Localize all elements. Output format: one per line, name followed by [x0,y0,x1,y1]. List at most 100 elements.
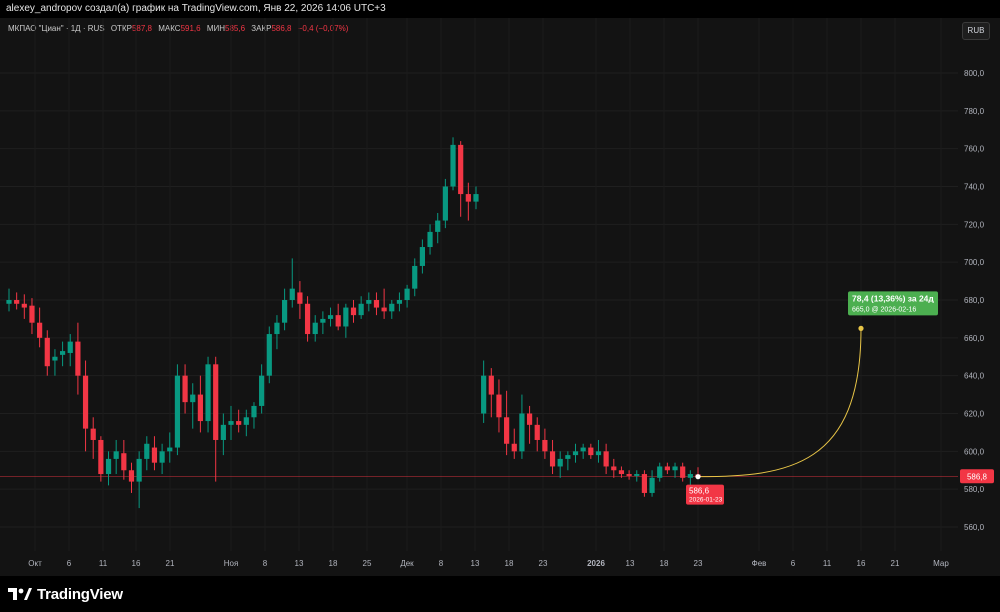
candle-body [595,451,602,456]
last-point-date: 2026-01-23 [689,497,723,504]
candle-body [243,417,249,425]
x-tick-label: 16 [132,559,141,568]
candle-body [75,341,81,376]
y-tick-label: 600,0 [964,447,985,456]
candle-body [304,303,311,335]
candle-body [37,322,43,338]
candle-body [549,451,556,467]
x-tick-label: 21 [891,559,900,568]
candle-body [82,375,89,429]
candle-body [465,194,471,202]
x-tick-label: 25 [363,559,372,568]
candle-body [504,417,510,444]
candle-body [312,322,318,335]
candle-body [320,318,326,323]
y-tick-label: 760,0 [964,145,985,154]
x-tick-label: Дек [400,559,414,568]
candle-body [588,447,594,456]
candle-body [435,220,441,232]
candle-body [159,451,165,463]
projection-curve [697,328,862,478]
candle-body [366,300,372,304]
x-tick-label: 21 [166,559,175,568]
candle-body [90,428,96,440]
candle-body [174,375,181,448]
tradingview-logo[interactable]: TradingView [8,584,123,604]
attribution-text: alexey_andropov создал(а) график на Trad… [6,3,386,14]
currency-button[interactable]: RUB [962,22,990,40]
candle-body [251,405,257,418]
x-tick-label: Мар [933,559,949,568]
candle-body [526,413,533,425]
candle-body [167,447,173,452]
last-point-label-box [686,484,724,505]
y-tick-label: 640,0 [964,372,985,381]
candle-body [327,315,334,319]
candle-body [534,424,540,440]
candle-body [136,458,142,482]
candle-body [649,477,655,493]
x-tick-label: 18 [329,559,338,568]
candle-body [297,292,303,304]
candlestick-chart[interactable]: 560,0 580,0 600,0 620,0 640,0 660,0 680,0 700,0… [0,18,1000,576]
candle-body [580,447,586,452]
x-tick-label: 13 [295,559,304,568]
candle-body [29,305,35,323]
projection-label-line1: 78,4 (13,36%) за 24д [852,293,934,303]
candle-body [557,458,563,467]
x-tick-label: 18 [505,559,514,568]
y-tick-label: 740,0 [964,183,985,192]
candle-body [488,375,494,395]
candle-body [182,375,188,403]
x-tick-label: 8 [263,559,268,568]
candle-body [259,375,265,406]
candle-body [190,394,196,403]
candle-body [473,194,479,202]
x-tick-label: Ноя [224,559,239,568]
candle-body [373,300,380,308]
candle-body [389,303,395,312]
candle-body [680,466,686,478]
x-tick-label: Фев [752,559,767,568]
candle-body [458,144,464,195]
candle-body [358,303,364,316]
chart-panel[interactable]: МКПАО "Циан" · 1Д · RUS ОТКР587,8 МАКС59… [0,18,1000,576]
candle-body [121,453,127,471]
x-tick-label: 2026 [587,559,605,568]
candle-body [381,307,387,312]
candle-body [274,322,280,335]
projection-label-box [848,291,938,316]
top-bar: alexey_andropov создал(а) график на Trad… [0,0,1000,18]
candle-body [266,334,272,376]
x-tick-label: 16 [857,559,866,568]
symbol-label[interactable]: МКПАО "Циан" · 1Д · RUS [8,24,105,33]
candle-body [572,451,579,456]
x-tick-label: 23 [539,559,548,568]
candle-body [289,288,295,300]
candle-body [197,394,203,422]
last-point-price: 586,6 [689,487,710,496]
y-tick-label: 800,0 [964,69,985,78]
candle-body [611,466,617,471]
projection-start-point [695,474,701,480]
candle-body [67,341,73,353]
candle-body [672,466,678,471]
candle-body [427,231,433,248]
candle-body [450,144,456,187]
candle-body [634,474,640,476]
candle-body [282,300,288,323]
candle-body [419,247,425,266]
high-value: 591,6 [180,24,201,33]
candle-body [396,300,403,304]
candle-body [59,351,66,355]
projection-label-line2: 665,0 @ 2026-02-16 [852,306,916,313]
candle-body [626,474,632,476]
y-tick-label: 780,0 [964,107,985,116]
candle-body [511,443,517,452]
low-value: 585,6 [225,24,246,33]
y-tick-label: 720,0 [964,220,985,229]
open-value: 587,8 [131,24,152,33]
close-label: ЗАКР [251,24,272,33]
candle-body [519,413,525,452]
x-tick-label: 11 [99,559,108,568]
